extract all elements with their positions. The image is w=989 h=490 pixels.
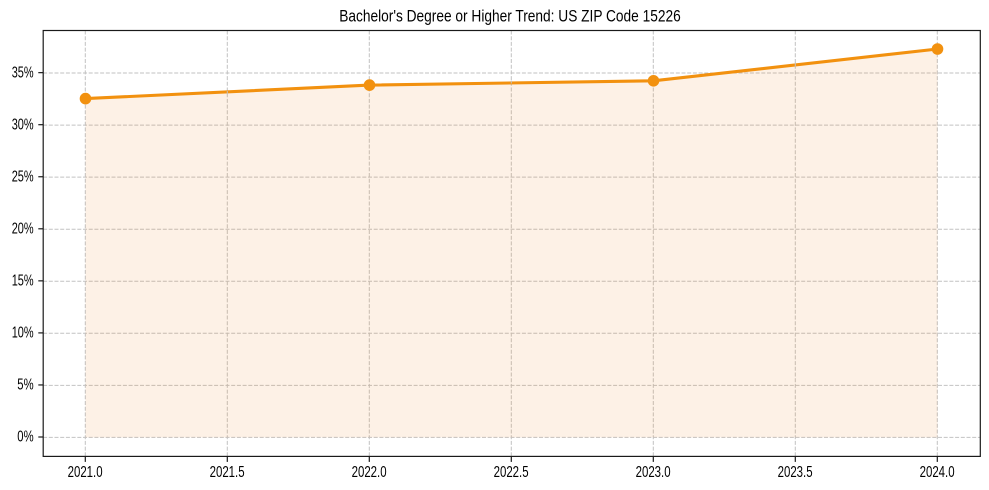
svg-text:35%: 35% — [12, 64, 34, 81]
svg-text:2022.5: 2022.5 — [494, 464, 529, 481]
svg-text:20%: 20% — [12, 220, 34, 237]
svg-text:Bachelor's Degree or Higher Tr: Bachelor's Degree or Higher Trend: US ZI… — [339, 8, 681, 26]
svg-text:2023.5: 2023.5 — [778, 464, 813, 481]
svg-text:30%: 30% — [12, 116, 34, 133]
svg-text:10%: 10% — [12, 325, 34, 342]
svg-text:15%: 15% — [12, 273, 34, 290]
svg-text:2021.0: 2021.0 — [68, 464, 103, 481]
svg-text:2024.0: 2024.0 — [920, 464, 955, 481]
svg-text:0%: 0% — [17, 429, 33, 446]
svg-text:5%: 5% — [17, 377, 33, 394]
svg-text:25%: 25% — [12, 168, 34, 185]
svg-text:2023.0: 2023.0 — [636, 464, 671, 481]
svg-text:2021.5: 2021.5 — [210, 464, 245, 481]
svg-text:2022.0: 2022.0 — [352, 464, 387, 481]
